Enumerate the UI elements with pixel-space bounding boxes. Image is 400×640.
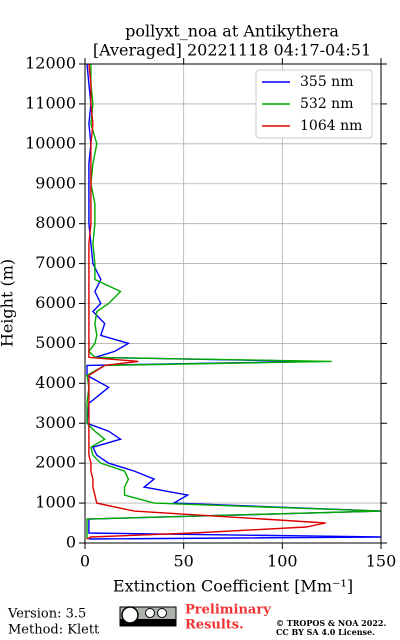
y-tick-label: 5000 [35, 333, 76, 352]
plot-frame [84, 63, 382, 544]
legend-label: 1064 nm [300, 118, 362, 134]
x-tick-label: 50 [173, 552, 193, 571]
legend-label: 355 nm [300, 74, 353, 90]
preliminary: Results. [185, 618, 244, 633]
y-tick-label: 3000 [35, 413, 76, 432]
y-tick-label: 0 [66, 533, 76, 552]
legend-label: 532 nm [300, 96, 353, 112]
version: Version: 3.5 [7, 607, 86, 622]
chart-subtitle: [Averaged] 20221118 04:17-04:51 [93, 41, 371, 60]
y-tick-label: 12000 [25, 54, 76, 73]
y-tick-label: 9000 [35, 173, 76, 192]
legend-box [255, 69, 373, 139]
x-axis-label: Extinction Coefficient [Mm⁻¹] [113, 577, 353, 596]
y-tick-label: 10000 [25, 133, 76, 152]
x-tick-label: 150 [366, 552, 397, 571]
method: Method: Klett [8, 623, 100, 638]
y-tick-label: 6000 [35, 293, 76, 312]
y-tick-label: 11000 [25, 93, 76, 112]
copyright: © TROPOS & NOA 2022. [276, 618, 386, 628]
copyright: CC BY SA 4.0 License. [276, 627, 375, 637]
y-tick-label: 8000 [35, 213, 76, 232]
cc-logo [119, 606, 177, 627]
y-tick-label: 1000 [35, 493, 76, 512]
y-tick-label: 4000 [35, 373, 76, 392]
y-axis-label: Height (m) [0, 259, 17, 347]
chart-title: pollyxt_noa at Antikythera [125, 22, 339, 41]
y-tick-label: 2000 [35, 453, 76, 472]
x-tick-label: 100 [267, 552, 298, 571]
profile-line [86, 63, 326, 540]
preliminary: Preliminary [185, 603, 271, 618]
x-tick-label: 0 [80, 552, 90, 571]
y-tick-label: 7000 [35, 253, 76, 272]
